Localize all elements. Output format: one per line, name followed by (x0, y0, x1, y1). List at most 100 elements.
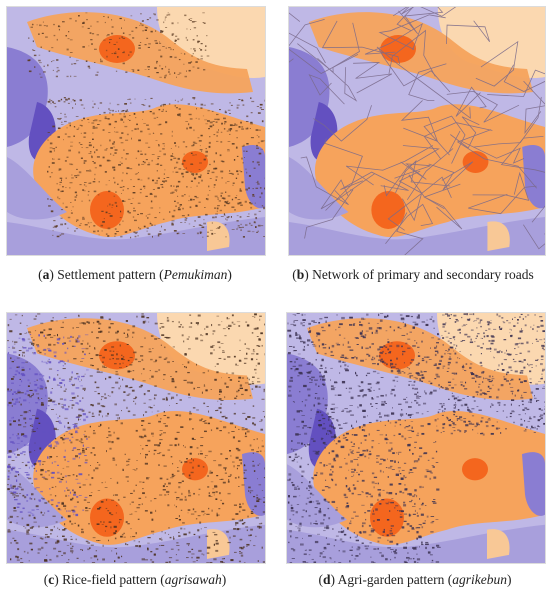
ricefield-texture-mark (229, 449, 231, 452)
ricefield-texture-mark (121, 410, 122, 412)
ricefield-texture-mark (95, 354, 99, 357)
ricefield-purple-texture-mark (62, 342, 65, 345)
agrigarden-texture-northeast-mark (539, 414, 544, 417)
agrigarden-texture-northeast-mark (445, 336, 449, 338)
ricefield-texture-mark (63, 390, 67, 392)
ricefield-texture-mark (171, 378, 175, 381)
agrigarden-texture-mark (425, 393, 427, 395)
settlement-texture-mark (132, 186, 135, 187)
settlement-texture-mark (97, 124, 100, 125)
agrigarden-texture-mark (394, 385, 396, 388)
settlement-texture-north-mark (203, 69, 206, 71)
agrigarden-texture-mark (403, 520, 407, 522)
ricefield-texture-mark (20, 557, 23, 560)
settlement-texture-north-mark (192, 39, 195, 41)
settlement-texture-mark (120, 119, 123, 121)
settlement-texture-north-mark (56, 67, 59, 69)
agrigarden-texture-mark (317, 533, 320, 535)
settlement-texture-mark (140, 150, 142, 152)
settlement-texture-mark (226, 130, 229, 132)
agrigarden-texture-mark (311, 363, 314, 366)
agrigarden-texture-mark (376, 322, 379, 324)
settlement-texture-mark (108, 160, 112, 162)
agrigarden-texture-mark (386, 491, 388, 494)
agrigarden-texture-mark (358, 426, 361, 429)
settlement-texture-mark (76, 128, 79, 130)
ricefield-texture-mark (133, 489, 135, 492)
ricefield-texture-mark (236, 390, 239, 393)
ricefield-texture-mark (98, 506, 102, 509)
agrigarden-texture-mark (431, 465, 434, 466)
agrigarden-texture-mark (353, 443, 355, 446)
settlement-texture-mark (248, 187, 250, 189)
settlement-texture-north-mark (125, 71, 128, 73)
ricefield-texture-mark (176, 498, 178, 501)
agrigarden-texture-mark (318, 321, 321, 324)
agrigarden-texture-mark (398, 453, 399, 455)
ricefield-texture-mark (154, 444, 158, 446)
agrigarden-texture-mark (361, 504, 365, 506)
agrigarden-texture-mark (401, 469, 405, 471)
agrigarden-texture-mark (334, 407, 339, 409)
settlement-texture-mark (93, 103, 96, 105)
ricefield-texture-mark (228, 377, 231, 379)
settlement-texture-mark (220, 131, 223, 133)
settlement-texture-mark (109, 102, 111, 105)
settlement-texture-mark (104, 171, 107, 173)
settlement-texture-mark (199, 231, 201, 233)
ricefield-purple-texture-mark (22, 339, 26, 342)
ricefield-texture-mark (190, 418, 193, 420)
settlement-texture-north-mark (190, 29, 191, 30)
ricefield-texture-mark (197, 529, 200, 532)
caption-letter-c: c (48, 572, 55, 587)
ricefield-texture-mark (216, 315, 220, 317)
settlement-texture-mark (198, 140, 202, 142)
ricefield-texture-mark (13, 420, 16, 423)
settlement-texture-north-mark (111, 32, 114, 35)
agrigarden-texture-mark (339, 466, 343, 469)
settlement-texture-mark (227, 203, 230, 205)
ricefield-texture-mark (38, 525, 40, 528)
ricefield-texture-mark (240, 520, 242, 521)
agrigarden-texture-northeast-mark (464, 403, 468, 406)
agrigarden-texture-northeast-mark (442, 314, 445, 316)
ricefield-texture-mark (184, 460, 188, 463)
agrigarden-texture-northeast-mark (445, 321, 447, 324)
agrigarden-texture-mark (436, 366, 440, 370)
ricefield-texture-mark (189, 462, 193, 464)
agrigarden-texture-northeast-mark (483, 392, 487, 394)
agrigarden-texture-mark (295, 536, 299, 539)
settlement-texture-mark (183, 159, 186, 162)
agrigarden-texture-northeast-mark (535, 388, 539, 390)
ricefield-texture-mark (97, 558, 99, 561)
ricefield-texture-mark (232, 461, 235, 463)
ricefield-texture-mark (106, 437, 109, 438)
agrigarden-texture-mark (339, 372, 341, 374)
settlement-texture-mark (251, 231, 255, 233)
agrigarden-texture-mark (416, 395, 419, 398)
ricefield-texture-mark (146, 477, 149, 479)
settlement-texture-mark (236, 195, 238, 196)
settlement-texture-mark (53, 220, 56, 222)
agrigarden-texture-mark (343, 533, 347, 536)
agrigarden-texture-mark (293, 448, 298, 450)
ricefield-texture-mark (226, 326, 229, 328)
agrigarden-texture-mark (343, 337, 346, 339)
agrigarden-texture-northeast-mark (457, 396, 459, 398)
settlement-texture-mark (261, 120, 264, 123)
ricefield-texture-mark (107, 395, 109, 397)
ricefield-texture-mark (151, 411, 153, 413)
agrigarden-texture-mark (358, 385, 361, 388)
agrigarden-texture-northeast-mark (498, 404, 501, 406)
agrigarden-texture-northeast-mark (442, 343, 444, 346)
agrigarden-texture-northeast-mark (508, 366, 512, 369)
agrigarden-texture-mark (432, 546, 435, 549)
agrigarden-texture-mark (415, 364, 420, 366)
agrigarden-texture-mark (387, 539, 389, 542)
ricefield-texture-mark (199, 453, 203, 455)
ricefield-texture-mark (105, 507, 108, 509)
ricefield-texture-mark (171, 378, 174, 380)
road-segment (289, 19, 359, 74)
agrigarden-texture-mark (331, 411, 335, 413)
ricefield-texture-mark (243, 472, 245, 474)
